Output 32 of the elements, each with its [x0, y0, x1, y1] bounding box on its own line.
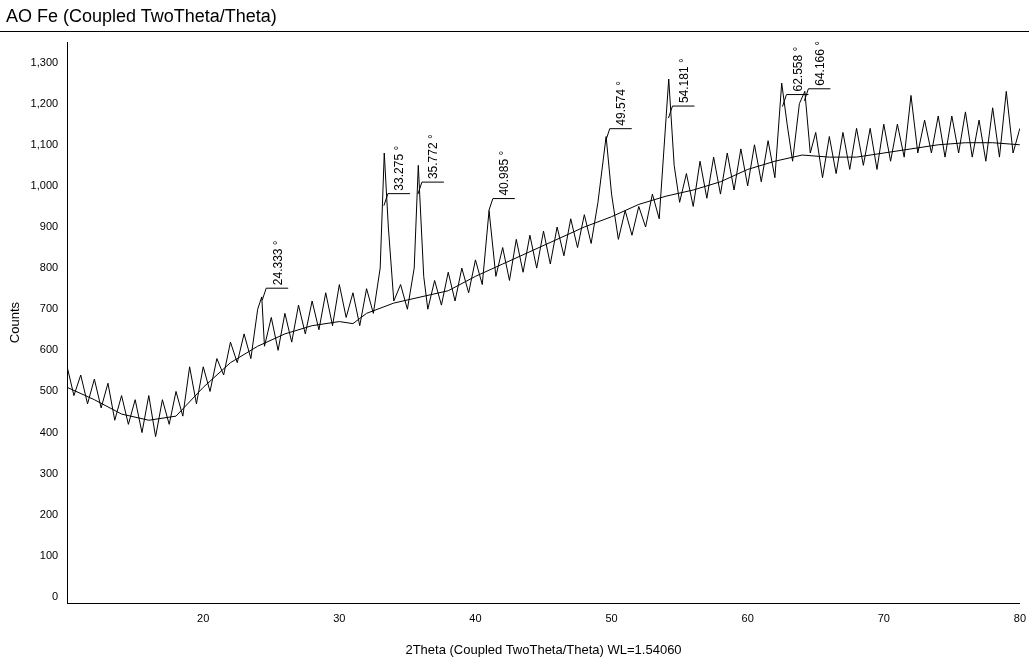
y-tick-label: 1,000	[30, 178, 59, 191]
annotation: 33.275 °	[392, 145, 407, 191]
annotation: 49.574 °	[614, 80, 629, 126]
y-tick-label: 600	[39, 343, 59, 356]
y-tick-label: 1,300	[30, 55, 59, 68]
x-tick-label: 50	[605, 611, 618, 624]
annotation: 35.772 °	[426, 134, 441, 180]
annotation: 64.166 °	[812, 40, 827, 86]
y-tick-label: 800	[39, 261, 59, 274]
x-tick-label: 40	[469, 611, 482, 624]
y-tick-label: 100	[39, 548, 59, 561]
y-tick-label: 300	[39, 466, 59, 479]
y-tick-label: 400	[39, 425, 59, 438]
x-tick-label: 60	[741, 611, 754, 624]
y-tick-label: 700	[39, 302, 59, 315]
x-tick-label: 20	[197, 611, 210, 624]
y-tick-label: 900	[39, 220, 59, 233]
x-axis-title: 2Theta (Coupled TwoTheta/Theta) WL=1.54060	[405, 641, 682, 657]
y-tick-label: 0	[52, 590, 59, 603]
annotation: 62.558 °	[790, 46, 805, 92]
y-tick-label: 1,200	[30, 96, 59, 109]
x-tick-label: 80	[1013, 611, 1027, 624]
y-tick-label: 200	[39, 507, 59, 520]
chart-title: AO Fe (Coupled TwoTheta/Theta)	[0, 0, 1029, 32]
y-tick-label: 500	[39, 384, 59, 397]
x-tick-label: 30	[333, 611, 346, 624]
y-tick-label: 1,100	[30, 137, 59, 150]
annotation: 24.333 °	[270, 240, 285, 286]
x-tick-label: 70	[877, 611, 890, 624]
annotation: 40.985 °	[497, 150, 512, 196]
annotation: 54.181 °	[676, 58, 691, 104]
y-axis-title: Counts	[7, 301, 23, 344]
